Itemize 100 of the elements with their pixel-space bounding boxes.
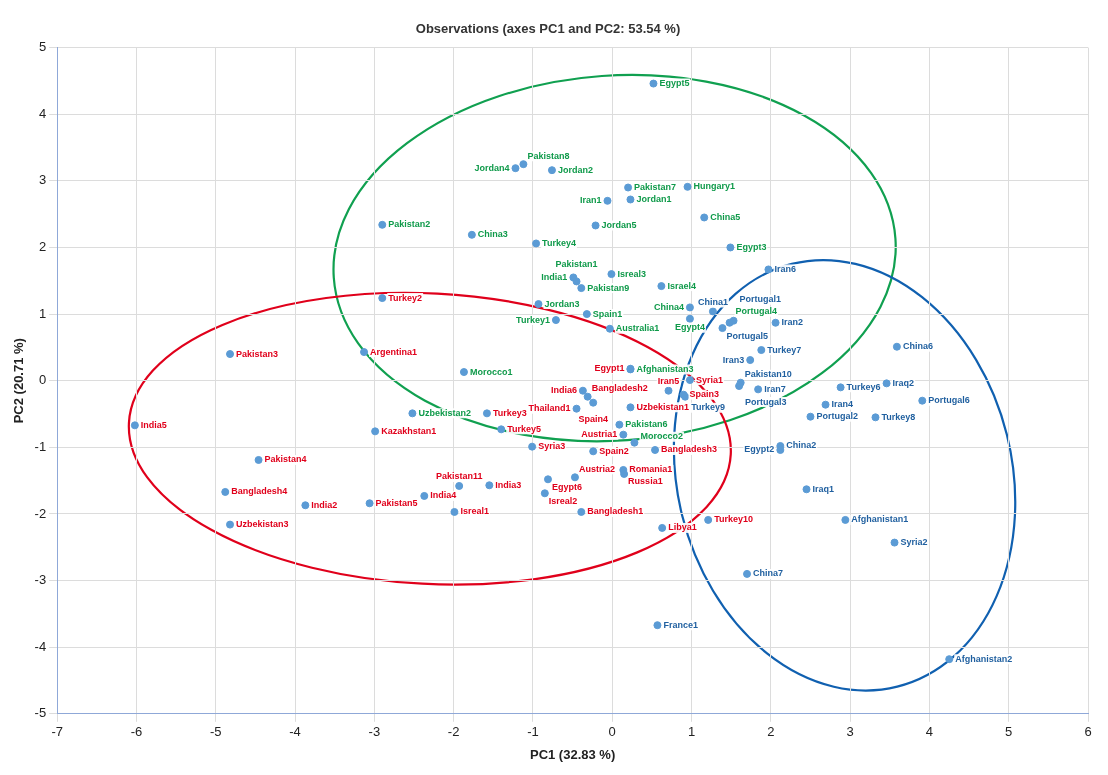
- point: [726, 243, 735, 252]
- data-label: Portugal3: [745, 396, 787, 407]
- point: [497, 425, 506, 434]
- point: [534, 300, 543, 309]
- point: [378, 294, 387, 303]
- data-label: Uzbekistan2: [418, 407, 471, 418]
- point: [467, 230, 476, 239]
- point: [882, 379, 891, 388]
- data-label: China6: [902, 341, 933, 352]
- data-label: Turkey10: [714, 514, 754, 525]
- point: [700, 213, 709, 222]
- x-tick-label: 3: [846, 724, 854, 740]
- data-label: Spain3: [689, 389, 720, 400]
- point: [511, 164, 520, 173]
- data-label: Morocco1: [469, 366, 513, 377]
- point: [578, 386, 587, 395]
- data-label: Turkey6: [846, 381, 881, 392]
- data-label: China5: [710, 211, 741, 222]
- point: [254, 455, 263, 464]
- data-label: China2: [786, 440, 817, 451]
- data-label: Bangladesh1: [587, 506, 644, 517]
- point: [459, 368, 468, 377]
- data-label: Portugal5: [726, 330, 768, 341]
- x-tick-label: 0: [608, 724, 616, 740]
- y-tick-label: 0: [38, 372, 47, 388]
- data-label: Uzbekistan3: [236, 519, 289, 530]
- point: [607, 270, 616, 279]
- point: [615, 420, 624, 429]
- point: [626, 195, 635, 204]
- y-tick-label: -4: [34, 638, 47, 654]
- y-tick-label: -2: [34, 505, 47, 521]
- data-label: Jordan1: [636, 193, 672, 204]
- data-label: Pakistan5: [375, 497, 418, 508]
- data-label: Egypt5: [659, 78, 690, 89]
- data-label: Pakistan1: [555, 258, 598, 269]
- x-tick-label: 6: [1084, 724, 1092, 740]
- point: [605, 324, 614, 333]
- data-label: Jordan3: [544, 298, 580, 309]
- data-label: Israel4: [667, 280, 696, 291]
- data-label: China7: [753, 568, 784, 579]
- point: [890, 538, 899, 547]
- point: [725, 318, 734, 327]
- point: [570, 473, 579, 482]
- point: [718, 324, 727, 333]
- data-label: Egypt2: [744, 444, 775, 455]
- x-tick-label: -4: [289, 724, 301, 740]
- data-label: Jordan5: [601, 219, 637, 230]
- data-label: Afghanistan1: [851, 514, 909, 525]
- data-label: Iran4: [831, 399, 854, 410]
- data-label: Portugal4: [735, 306, 778, 317]
- data-label: Pakistan10: [744, 369, 792, 380]
- data-label: Turkey5: [507, 423, 542, 434]
- point: [408, 409, 417, 418]
- data-label: Pakistan6: [625, 419, 668, 430]
- data-label: Uzbekistan1: [636, 401, 689, 412]
- point: [540, 489, 549, 498]
- point: [547, 166, 556, 175]
- point: [735, 382, 744, 391]
- point: [583, 392, 592, 401]
- point: [589, 447, 598, 456]
- data-label: Spain4: [578, 414, 608, 425]
- data-label: India5: [140, 419, 167, 430]
- point: [685, 303, 694, 312]
- data-label: Jordan4: [474, 162, 510, 173]
- point: [603, 196, 612, 205]
- data-label: Russia1: [628, 476, 663, 487]
- data-label: Turkey1: [516, 314, 550, 325]
- data-label: India3: [495, 479, 522, 490]
- data-label: Iraq1: [812, 483, 835, 494]
- data-label: India2: [311, 499, 338, 510]
- x-tick-label: 4: [925, 724, 934, 740]
- y-tick-label: 4: [38, 105, 47, 121]
- x-tick-label: -3: [368, 724, 381, 740]
- x-tick-label: -7: [51, 724, 63, 740]
- point: [619, 430, 628, 439]
- point: [683, 182, 692, 191]
- data-label: Iran1: [579, 195, 602, 206]
- data-label: Spain1: [592, 308, 623, 319]
- point: [455, 481, 464, 490]
- data-label: Portugal2: [816, 411, 858, 422]
- data-label: China1: [697, 296, 728, 307]
- point: [528, 442, 537, 451]
- data-label: Turkey8: [881, 411, 916, 422]
- data-label: Thailand1: [528, 403, 571, 414]
- data-label: India1: [541, 271, 568, 282]
- data-label: Syria1: [695, 374, 723, 385]
- point: [746, 356, 755, 365]
- data-label: Pakistan7: [634, 181, 677, 192]
- point: [519, 160, 528, 169]
- point: [420, 491, 429, 500]
- data-label: Libya1: [668, 522, 697, 533]
- chart-title: Observations (axes PC1 and PC2: 53.54 %): [415, 21, 681, 37]
- data-label: Austria2: [578, 463, 615, 474]
- data-label: Bangladesh2: [591, 383, 648, 394]
- point: [577, 507, 586, 516]
- data-label: Pakistan4: [264, 454, 307, 465]
- point: [226, 350, 235, 359]
- data-label: Pakistan8: [527, 150, 570, 161]
- data-label: India4: [430, 490, 457, 501]
- data-label: Isreal3: [617, 268, 646, 279]
